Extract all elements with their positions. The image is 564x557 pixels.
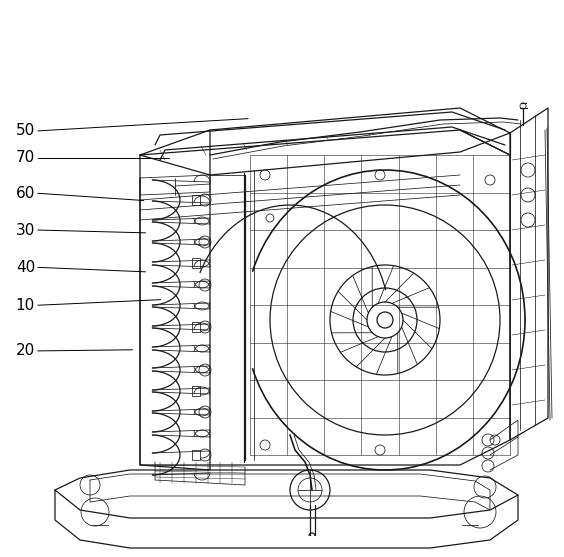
Text: 30: 30 [16,223,35,237]
Text: 70: 70 [16,150,35,165]
Text: 50: 50 [16,124,35,138]
Text: 40: 40 [16,260,35,275]
FancyBboxPatch shape [192,195,200,205]
Text: 10: 10 [16,298,35,312]
FancyBboxPatch shape [192,322,200,332]
Text: 20: 20 [16,344,35,358]
FancyBboxPatch shape [192,450,200,460]
Text: 60: 60 [16,186,35,201]
FancyBboxPatch shape [192,258,200,268]
FancyBboxPatch shape [192,386,200,396]
